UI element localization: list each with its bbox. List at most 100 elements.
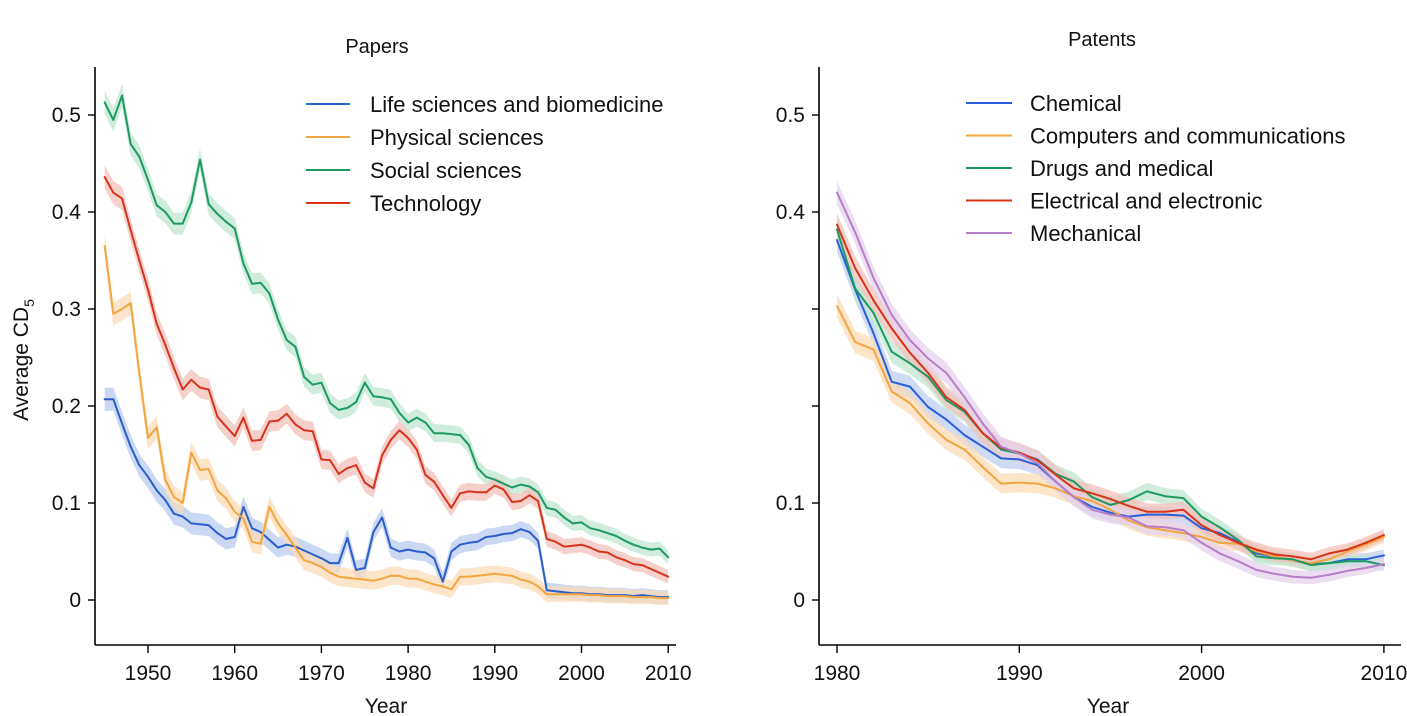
point-life-sciences-and-biomedicine <box>242 506 245 508</box>
x-tick-label: 2010 <box>1361 662 1407 685</box>
point-mechanical <box>1218 552 1221 555</box>
x-axis-title: Year <box>1087 695 1129 716</box>
legend-label: Mechanical <box>1030 221 1141 246</box>
point-mechanical <box>1109 513 1112 516</box>
point-physical-sciences <box>381 577 383 580</box>
point-physical-sciences <box>129 302 132 305</box>
point-physical-sciences <box>242 517 245 520</box>
point-technology <box>389 439 392 441</box>
point-social-sciences <box>493 478 496 481</box>
point-social-sciences <box>545 507 548 509</box>
point-life-sciences-and-biomedicine <box>441 580 444 583</box>
point-electrical-and-electronic <box>872 299 875 302</box>
point-drugs-and-medical <box>1255 555 1258 558</box>
point-mechanical <box>854 231 857 234</box>
point-mechanical <box>890 313 893 316</box>
point-life-sciences-and-biomedicine <box>407 548 409 551</box>
point-technology <box>233 435 236 437</box>
point-mechanical <box>1164 526 1166 529</box>
point-mechanical <box>981 422 984 425</box>
legend-label: Physical sciences <box>370 125 544 150</box>
point-chemical <box>890 380 893 383</box>
point-physical-sciences <box>251 540 253 543</box>
point-chemical <box>909 385 911 388</box>
legend-item-computers-and-communications: Computers and communications <box>966 124 1345 149</box>
point-drugs-and-medical <box>1091 496 1094 499</box>
point-electrical-and-electronic <box>981 432 984 435</box>
point-social-sciences <box>485 475 487 478</box>
point-life-sciences-and-biomedicine <box>363 567 366 569</box>
point-technology <box>363 481 366 484</box>
point-life-sciences-and-biomedicine <box>537 539 539 542</box>
point-electrical-and-electronic <box>1328 552 1331 555</box>
point-social-sciences <box>450 433 453 435</box>
point-computers-and-communications <box>1383 536 1385 538</box>
point-technology <box>459 492 461 495</box>
point-physical-sciences <box>346 576 349 579</box>
point-drugs-and-medical <box>1109 504 1112 506</box>
x-axis-title: Year <box>365 695 407 716</box>
point-mechanical <box>1018 452 1021 455</box>
point-technology <box>641 564 644 566</box>
point-computers-and-communications <box>1091 500 1094 502</box>
point-life-sciences-and-biomedicine <box>138 464 141 467</box>
point-technology <box>537 500 539 502</box>
y-tick-label: 0.1 <box>776 492 805 515</box>
point-physical-sciences <box>485 573 487 576</box>
point-technology <box>493 484 496 487</box>
line-life-sciences-and-biomedicine <box>103 398 670 599</box>
point-physical-sciences <box>407 577 409 580</box>
point-computers-and-communications <box>909 402 911 404</box>
legend-label: Social sciences <box>370 158 522 183</box>
point-physical-sciences <box>650 596 652 598</box>
point-technology <box>216 415 219 418</box>
point-electrical-and-electronic <box>1255 548 1258 551</box>
point-technology <box>450 507 453 509</box>
x-tick-label: 2000 <box>558 662 605 685</box>
point-technology <box>407 437 409 439</box>
point-social-sciences <box>155 204 158 207</box>
point-technology <box>259 439 262 441</box>
point-physical-sciences <box>207 468 210 470</box>
point-mechanical <box>963 396 966 399</box>
point-technology <box>528 494 531 497</box>
band-social-sciences <box>104 84 669 565</box>
point-social-sciences <box>147 179 149 181</box>
point-life-sciences-and-biomedicine <box>181 515 184 518</box>
point-chemical <box>1255 552 1258 555</box>
point-drugs-and-medical <box>872 312 875 314</box>
point-social-sciences <box>563 516 566 519</box>
point-social-sciences <box>251 282 253 285</box>
point-social-sciences <box>173 222 175 225</box>
y-axis-title-main: Average CD <box>10 307 33 421</box>
point-social-sciences <box>667 556 670 559</box>
y-tick-label: 0.4 <box>52 201 82 224</box>
point-electrical-and-electronic <box>1146 510 1148 513</box>
point-technology <box>155 322 158 325</box>
point-physical-sciences <box>476 574 479 577</box>
point-social-sciences <box>511 486 513 489</box>
point-social-sciences <box>355 401 357 403</box>
point-social-sciences <box>242 262 245 265</box>
x-tick-label: 1980 <box>814 662 861 685</box>
point-technology <box>667 575 670 578</box>
point-physical-sciences <box>355 577 357 580</box>
series-lines <box>836 191 1385 579</box>
y-ticks: 0 0.1 0.4 0.5 <box>776 104 819 612</box>
point-physical-sciences <box>190 451 193 454</box>
point-mechanical <box>1346 570 1349 572</box>
point-technology <box>320 458 323 461</box>
legend-item-drugs-and-medical: Drugs and medical <box>966 156 1213 181</box>
point-life-sciences-and-biomedicine <box>424 551 427 554</box>
point-life-sciences-and-biomedicine <box>389 546 392 549</box>
point-mechanical <box>1146 525 1148 528</box>
point-life-sciences-and-biomedicine <box>112 398 115 401</box>
point-life-sciences-and-biomedicine <box>268 539 271 541</box>
point-electrical-and-electronic <box>1273 553 1276 556</box>
point-technology <box>242 416 245 419</box>
point-social-sciences <box>389 398 392 401</box>
point-social-sciences <box>372 395 375 398</box>
point-technology <box>329 459 331 462</box>
point-computers-and-communications <box>836 305 838 307</box>
point-drugs-and-medical <box>945 399 948 402</box>
